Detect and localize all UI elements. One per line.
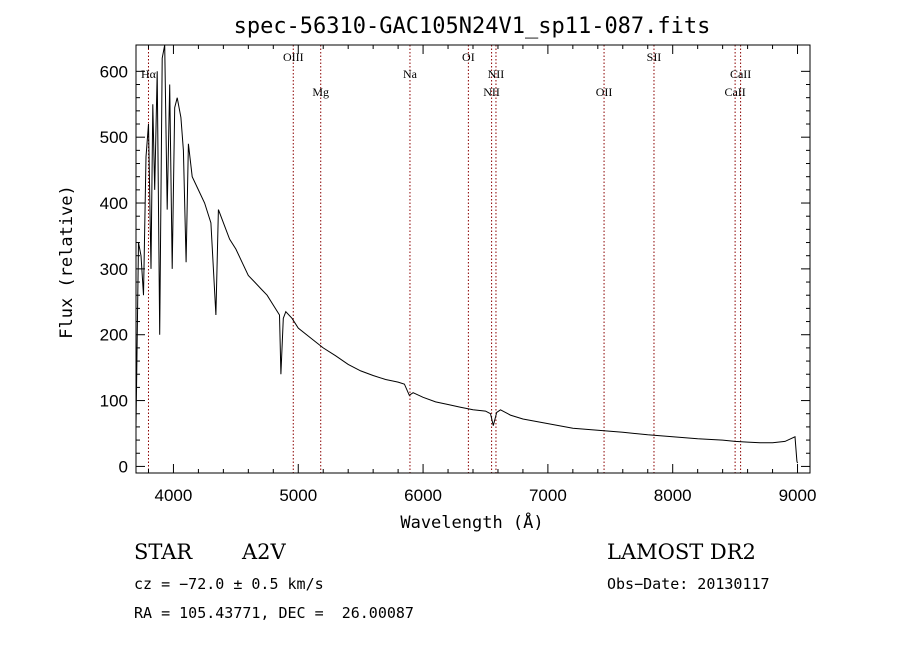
spectral-line-label: CaII bbox=[730, 67, 751, 81]
spectral-line-label: OIII bbox=[283, 50, 304, 64]
y-tick-label: 200 bbox=[100, 326, 128, 345]
coordinates: RA = 105.43771, DEC = 26.00087 bbox=[134, 604, 414, 622]
x-tick-label: 7000 bbox=[529, 486, 567, 505]
chart-title: spec-56310-GAC105N24V1_sp11-087.fits bbox=[234, 14, 711, 39]
x-tick-label: 9000 bbox=[779, 486, 817, 505]
spectral-line-label: Hα bbox=[141, 67, 157, 81]
x-axis-label: Wavelength (Å) bbox=[400, 511, 543, 533]
spectral-line-markers bbox=[147, 45, 742, 473]
spectrum-line bbox=[135, 44, 798, 464]
x-tick-label: 8000 bbox=[654, 486, 692, 505]
y-tick-label: 500 bbox=[100, 128, 128, 147]
y-tick-label: 600 bbox=[100, 62, 128, 81]
spectral-line-label: OII bbox=[596, 85, 613, 99]
x-tick-label: 6000 bbox=[404, 486, 442, 505]
y-axis-label: Flux (relative) bbox=[57, 185, 77, 339]
plot-frame bbox=[135, 44, 811, 474]
spectrum-chart: spec-56310-GAC105N24V1_sp11-087.fits Hα O… bbox=[57, 14, 817, 533]
object-subclass: A2V bbox=[242, 540, 286, 564]
spectral-line-label: SII bbox=[647, 50, 662, 64]
spectral-line-label: Na bbox=[403, 67, 418, 81]
y-tick-label: 100 bbox=[100, 392, 128, 411]
y-tick-label: 300 bbox=[100, 260, 128, 279]
object-class: STAR bbox=[134, 540, 193, 564]
survey-name: LAMOST DR2 bbox=[607, 540, 756, 564]
spectral-line-label: Mg bbox=[312, 85, 329, 99]
y-tick-label: 400 bbox=[100, 194, 128, 213]
x-axis: 4000 5000 6000 7000 8000 9000 bbox=[147, 45, 817, 505]
observation-date: Obs−Date: 20130117 bbox=[607, 575, 770, 593]
spectral-line-label: CaII bbox=[724, 85, 745, 99]
redshift-velocity: cz = −72.0 ± 0.5 km/s bbox=[134, 575, 324, 593]
y-axis: 0 100 200 300 400 500 600 bbox=[100, 62, 810, 476]
spectral-line-label: NII bbox=[488, 67, 505, 81]
x-tick-label: 5000 bbox=[279, 486, 317, 505]
spectral-line-label: NII bbox=[483, 85, 500, 99]
spectral-line-labels: Hα OIII Mg Na OI NII NII OII SII CaII CaII bbox=[141, 50, 751, 99]
spectral-line-label: OI bbox=[462, 50, 475, 64]
y-tick-label: 0 bbox=[119, 457, 128, 476]
x-tick-label: 4000 bbox=[155, 486, 193, 505]
